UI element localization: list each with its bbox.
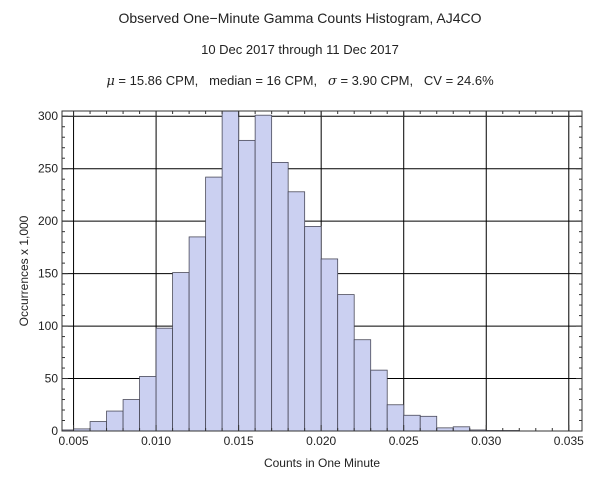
y-tick-label-0: 0 (51, 424, 58, 438)
histogram-bar-5 (139, 376, 157, 432)
x-tick-label-1: 0.010 (141, 434, 171, 448)
x-axis-title: Counts in One Minute (264, 456, 380, 470)
chart-subtitle-text: 10 Dec 2017 through 11 Dec 2017 (201, 42, 399, 57)
histogram-bar-10 (221, 110, 240, 432)
x-tick-label-6: 0.035 (554, 434, 584, 448)
histogram-bar-8 (188, 236, 207, 432)
chart-subtitle: 10 Dec 2017 through 11 Dec 2017 (0, 42, 600, 57)
histogram-bar-22 (419, 415, 438, 432)
y-tick-label-3: 150 (38, 267, 58, 281)
histogram-bar-14 (287, 191, 306, 432)
histogram-bar-16 (320, 258, 339, 432)
histogram-bar-7 (172, 272, 190, 432)
y-axis-title: Occurrences x 1,000 (17, 215, 31, 326)
y-tick-label-5: 250 (38, 162, 58, 176)
histogram-bars (61, 110, 520, 432)
histogram-bar-18 (353, 339, 372, 432)
histogram-bar-9 (205, 176, 223, 432)
histogram-bar-4 (122, 399, 140, 432)
histogram-bar-20 (386, 404, 405, 432)
mu-symbol: μ (106, 74, 115, 89)
histogram-bar-13 (271, 162, 289, 432)
x-tick-label-5: 0.030 (471, 434, 501, 448)
chart-title-text: Observed One−Minute Gamma Counts Histogr… (118, 10, 482, 26)
sigma-symbol: σ (327, 74, 337, 89)
histogram-bar-19 (370, 369, 388, 432)
x-tick-label-4: 0.025 (389, 434, 419, 448)
y-tick-label-6: 300 (38, 109, 58, 123)
sigma-cv-text: = 3.90 CPM, CV = 24.6% (336, 73, 494, 88)
histogram-bar-17 (337, 294, 355, 432)
histogram-bar-21 (403, 414, 421, 432)
histogram-bar-12 (254, 114, 273, 432)
x-tick-label-0: 0.005 (59, 434, 89, 448)
chart-stats: μ = 15.86 CPM, median = 16 CPM, σ = 3.90… (0, 73, 600, 89)
histogram-bar-15 (304, 226, 322, 432)
mu-median-text: = 15.86 CPM, median = 16 CPM, (114, 73, 328, 88)
histogram-bar-24 (452, 426, 471, 432)
x-tick-labels: 0.005 0.010 0.015 0.020 0.025 0.030 0.035 (59, 434, 585, 448)
y-tick-label-1: 50 (45, 372, 59, 386)
y-tick-labels: 0 50 100 150 200 250 300 (38, 109, 58, 438)
histogram-bar-6 (155, 327, 174, 432)
x-tick-label-3: 0.020 (306, 434, 336, 448)
plot-frame (61, 110, 583, 432)
y-tick-label-2: 100 (38, 319, 58, 333)
chart-title: Observed One−Minute Gamma Counts Histogr… (0, 10, 600, 26)
histogram-bar-3 (106, 410, 124, 432)
y-tick-label-4: 200 (38, 214, 58, 228)
x-tick-label-2: 0.015 (224, 434, 254, 448)
histogram-bar-11 (238, 139, 256, 432)
histogram-bar-2 (89, 421, 107, 432)
axis-ticks (62, 111, 582, 432)
